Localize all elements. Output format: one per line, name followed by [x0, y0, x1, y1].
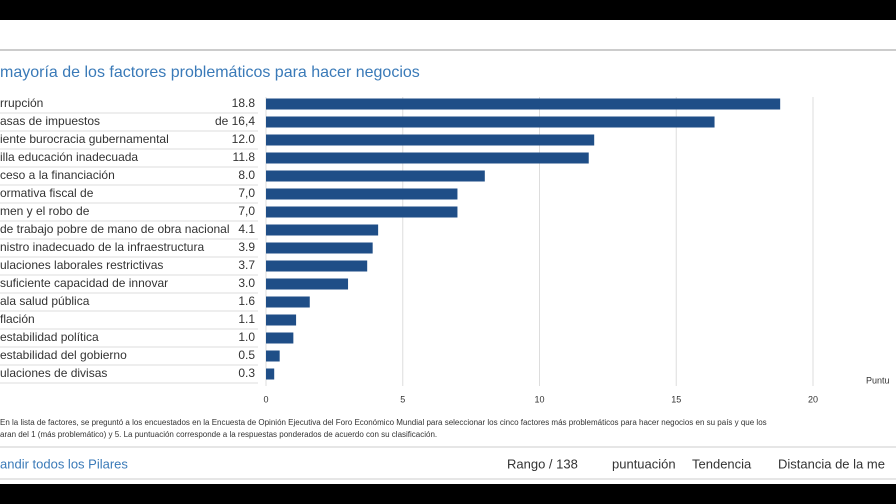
bar	[266, 350, 280, 362]
value-label: 1.6	[238, 294, 255, 308]
bar	[266, 260, 368, 272]
x-axis-label: Puntu	[866, 375, 890, 385]
bar	[266, 314, 297, 326]
category-label: rrupción	[0, 96, 43, 110]
column-header[interactable]: Distancia de la me	[778, 456, 885, 471]
bar	[266, 98, 781, 110]
letterbox-top	[0, 0, 896, 20]
category-label: estabilidad del gobierno	[0, 348, 127, 362]
value-label: 12.0	[232, 132, 256, 146]
column-header[interactable]: puntuación	[612, 456, 676, 471]
category-label: suficiente capacidad de innovar	[0, 276, 168, 290]
category-label: estabilidad política	[0, 330, 99, 344]
category-label: ala salud pública	[0, 294, 90, 308]
bar	[266, 188, 458, 200]
bar	[266, 116, 715, 128]
category-label: iente burocracia gubernamental	[0, 132, 169, 146]
value-label: 4.1	[238, 222, 255, 236]
category-label: illa educación inadecuada	[0, 150, 138, 164]
bar	[266, 152, 589, 164]
footnote: aran del 1 (más problemático) y 5. La pu…	[0, 430, 437, 439]
bar	[266, 368, 275, 380]
column-header[interactable]: Rango / 138	[507, 456, 578, 471]
value-label: 11.8	[233, 150, 256, 164]
value-label: 3.0	[238, 276, 255, 290]
letterbox-bottom	[0, 484, 896, 504]
category-label: ulaciones laborales restrictivas	[0, 258, 163, 272]
value-label: 18.8	[232, 96, 256, 110]
value-label: 1.1	[238, 312, 255, 326]
value-label: 3.7	[238, 258, 255, 272]
category-label: ulaciones de divisas	[0, 366, 107, 380]
bar	[266, 278, 349, 290]
bar	[266, 242, 373, 254]
bar	[266, 332, 294, 344]
category-label: ceso a la financiación	[0, 168, 115, 182]
value-label: 3.9	[238, 240, 255, 254]
value-label: 7,0	[238, 186, 255, 200]
bar	[266, 134, 595, 146]
category-label: asas de impuestos	[0, 114, 100, 128]
value-label: 7,0	[238, 204, 255, 218]
column-header[interactable]: Tendencia	[692, 456, 752, 471]
category-label: flación	[0, 312, 35, 326]
category-label: ormativa fiscal de	[0, 186, 94, 200]
bar	[266, 170, 485, 182]
chart-title: mayoría de los factores problemáticos pa…	[0, 64, 420, 81]
category-label: men y el robo de	[0, 204, 90, 218]
x-tick-label: 20	[808, 394, 818, 404]
category-label: de trabajo pobre de mano de obra naciona…	[0, 222, 230, 236]
x-tick-label: 0	[263, 394, 268, 404]
value-label: 0.3	[238, 366, 255, 380]
footnote: En la lista de factores, se preguntó a l…	[0, 418, 767, 427]
value-label: de 16,4	[215, 114, 255, 128]
x-tick-label: 5	[400, 394, 405, 404]
value-label: 0.5	[238, 348, 255, 362]
bar	[266, 296, 310, 308]
x-tick-label: 10	[534, 394, 544, 404]
value-label: 1.0	[238, 330, 255, 344]
category-label: nistro inadecuado de la infraestructura	[0, 240, 204, 254]
expand-link[interactable]: andir todos los Pilares	[0, 456, 128, 471]
value-label: 8.0	[238, 168, 255, 182]
bar	[266, 224, 379, 236]
x-tick-label: 15	[671, 394, 681, 404]
bar	[266, 206, 458, 218]
